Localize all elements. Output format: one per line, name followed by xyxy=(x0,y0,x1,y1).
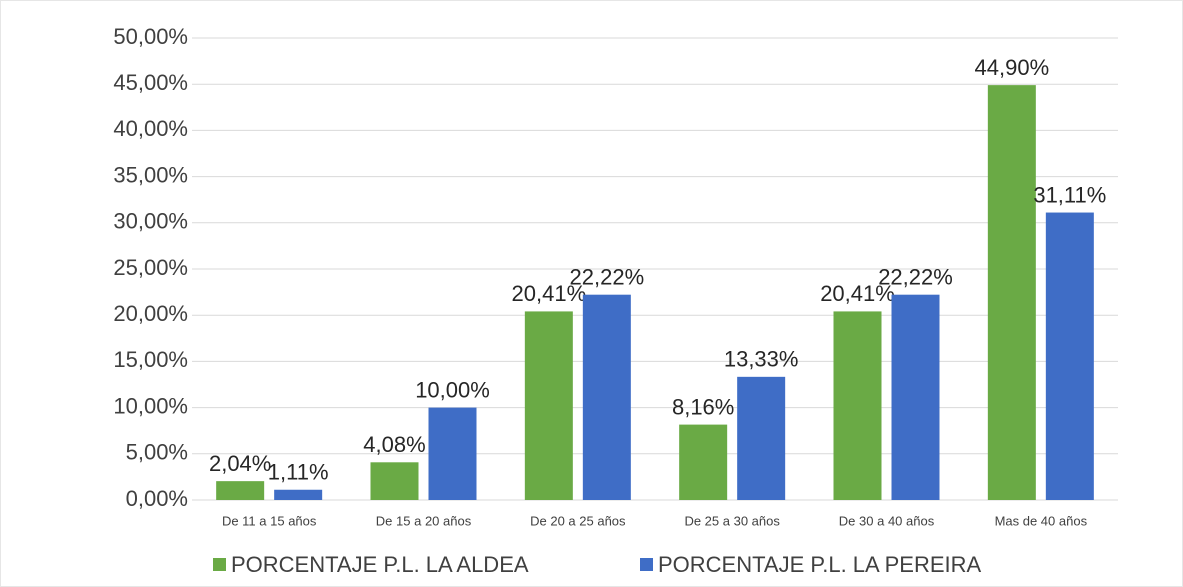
y-tick-label: 45,00% xyxy=(113,70,188,95)
x-tick-label: Mas de 40 años xyxy=(995,513,1088,528)
bar xyxy=(1045,212,1094,501)
data-label: 20,41% xyxy=(512,281,587,306)
legend-swatch xyxy=(213,558,226,571)
bar xyxy=(428,407,477,500)
bar xyxy=(524,311,573,500)
bar xyxy=(737,376,786,500)
y-tick-label: 25,00% xyxy=(113,255,188,280)
data-label: 13,33% xyxy=(724,347,799,372)
data-label: 22,22% xyxy=(878,264,953,289)
data-label: 4,08% xyxy=(363,432,425,457)
bar xyxy=(679,424,728,500)
y-tick-label: 10,00% xyxy=(113,393,188,418)
data-label: 1,11% xyxy=(268,460,329,485)
data-label: 8,16% xyxy=(672,394,734,419)
y-tick-label: 15,00% xyxy=(113,347,188,372)
x-tick-label: De 30 a 40 años xyxy=(839,513,935,528)
y-tick-label: 20,00% xyxy=(113,301,188,326)
bar xyxy=(216,481,265,500)
bar xyxy=(987,85,1036,501)
data-label: 2,04% xyxy=(209,451,271,476)
y-tick-label: 0,00% xyxy=(126,486,188,511)
bar xyxy=(833,311,882,500)
x-tick-label: De 20 a 25 años xyxy=(530,513,626,528)
y-tick-label: 40,00% xyxy=(113,116,188,141)
x-tick-label: De 11 a 15 años xyxy=(222,513,317,528)
y-tick-label: 35,00% xyxy=(113,162,188,187)
data-label: 31,11% xyxy=(1033,182,1106,207)
bar xyxy=(274,489,323,500)
x-tick-label: De 15 a 20 años xyxy=(376,513,472,528)
data-label: 10,00% xyxy=(415,377,490,402)
data-label: 20,41% xyxy=(820,281,895,306)
bar xyxy=(582,294,631,500)
y-tick-label: 50,00% xyxy=(113,24,188,49)
bar xyxy=(891,294,940,500)
data-label: 22,22% xyxy=(570,264,645,289)
legend-label: PORCENTAJE P.L. LA ALDEA xyxy=(231,552,529,577)
y-tick-label: 5,00% xyxy=(126,440,188,465)
data-label: 44,90% xyxy=(975,55,1050,80)
legend-label: PORCENTAJE P.L. LA PEREIRA xyxy=(658,552,982,577)
y-tick-label: 30,00% xyxy=(113,209,188,234)
x-tick-label: De 25 a 30 años xyxy=(684,513,780,528)
legend-swatch xyxy=(640,558,653,571)
bar xyxy=(370,462,419,500)
